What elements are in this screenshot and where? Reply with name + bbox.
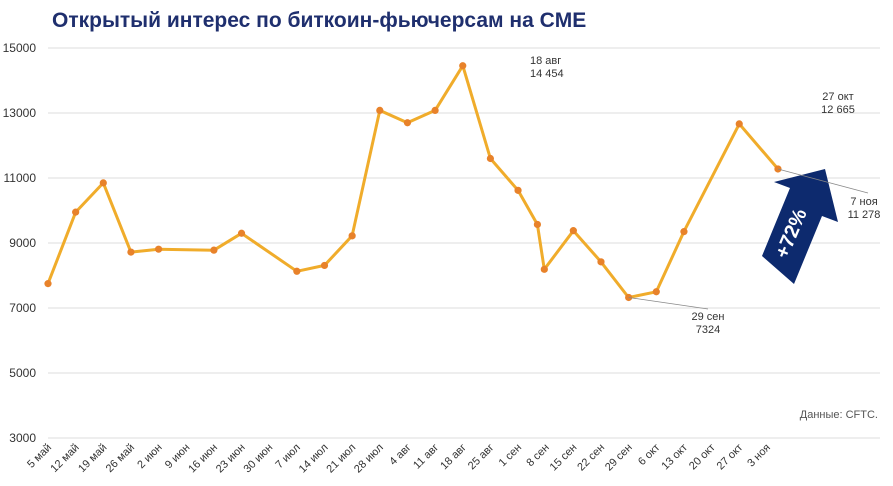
data-point (320, 261, 329, 270)
data-point (293, 267, 301, 275)
x-tick-label: 13 окт (659, 442, 690, 473)
x-tick-label: 19 май (76, 442, 109, 475)
series-markers (44, 62, 782, 302)
annotation-leader (777, 168, 869, 194)
annotation-label: 12 665 (821, 104, 855, 116)
data-point (127, 248, 135, 256)
data-point (431, 106, 439, 114)
x-tick-label: 29 сен (603, 442, 635, 474)
annotation-label: 27 окт (822, 91, 853, 103)
x-tick-label: 26 май (104, 442, 137, 475)
data-point (99, 179, 107, 187)
x-tick-label: 11 авг (411, 442, 441, 472)
data-point (459, 62, 467, 70)
y-tick-label: 11000 (4, 171, 37, 185)
data-point (540, 265, 548, 273)
x-tick-label: 23 июн (214, 442, 248, 476)
x-tick-label: 20 окт (687, 442, 718, 473)
grid-lines (48, 47, 880, 439)
x-tick-label: 21 июл (324, 442, 358, 476)
data-point (403, 119, 412, 127)
data-point (348, 232, 356, 240)
y-tick-label: 15000 (3, 41, 37, 55)
data-point (237, 229, 246, 237)
annotation-label: 11 278 (848, 209, 881, 221)
x-tick-label: 30 июн (242, 442, 276, 476)
data-point (597, 258, 605, 266)
data-point (44, 280, 52, 288)
y-tick-label: 5000 (9, 366, 36, 380)
growth-arrow-shape (762, 169, 838, 284)
x-tick-label: 2 июн (135, 442, 164, 471)
x-tick-label: 28 июл (352, 442, 386, 476)
annotation-label: 7324 (696, 324, 720, 336)
data-point (514, 186, 522, 194)
chart-title: Открытый интерес по биткоин-фьючерсам на… (52, 9, 587, 32)
annotation-label: 18 авг (530, 55, 561, 67)
x-tick-label: 25 авг (466, 442, 497, 473)
series-line (46, 64, 780, 299)
x-tick-label: 15 сен (548, 442, 580, 474)
series-path (46, 64, 780, 299)
data-point (210, 246, 218, 254)
data-point (680, 228, 688, 236)
x-tick-label: 27 окт (715, 442, 746, 473)
annotation-label: 14 454 (530, 68, 564, 80)
data-point (533, 220, 542, 229)
growth-arrow: +72% (762, 169, 838, 284)
x-tick-label: 4 авг (387, 442, 413, 468)
data-point (486, 154, 494, 163)
y-tick-label: 7000 (9, 301, 36, 315)
data-point (569, 227, 577, 235)
data-point (376, 106, 384, 114)
data-point (735, 120, 743, 128)
data-point (72, 208, 80, 216)
x-tick-label: 22 сен (575, 442, 607, 474)
y-tick-label: 13000 (3, 106, 37, 120)
x-tick-label: 18 авг (438, 442, 469, 473)
x-tick-label: 16 июн (186, 442, 220, 476)
y-tick-label: 9000 (9, 236, 36, 250)
x-tick-label: 3 ноя (745, 442, 773, 470)
y-tick-label: 3000 (9, 431, 36, 445)
x-tick-label: 14 июл (297, 442, 331, 476)
annotation-leader (628, 297, 709, 310)
data-point (155, 245, 163, 253)
y-tick-labels: 3000 5000 7000 9000 11000 13000 15000 (3, 41, 37, 445)
annotation-label: 29 сен (692, 311, 725, 323)
x-tick-label: 12 май (48, 442, 81, 475)
annotation-label: 7 ноя (850, 196, 877, 208)
source-note: Данные: CFTC. (800, 409, 878, 421)
x-tick-label: 1 сен (497, 442, 524, 469)
data-point (652, 288, 660, 296)
